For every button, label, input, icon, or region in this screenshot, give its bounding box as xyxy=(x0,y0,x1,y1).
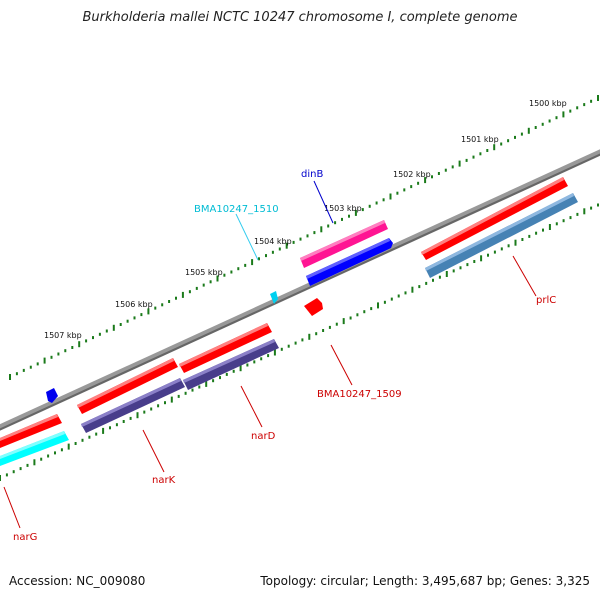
leader-line-narD xyxy=(240,385,263,428)
kbp-label: 1500 kbp xyxy=(529,99,567,108)
leader-line-prlC xyxy=(512,255,537,297)
gene-narD-cds[interactable] xyxy=(183,339,279,390)
gene-BMA10247_1509[interactable] xyxy=(304,298,323,316)
chromosome-backbone-shadow xyxy=(0,153,600,431)
kbp-label: 1503 kbp xyxy=(324,204,362,213)
gene-label-dinB: dinB xyxy=(301,169,323,180)
gene-narG-cds[interactable] xyxy=(0,431,69,466)
gene-prlC-cds[interactable] xyxy=(425,193,578,278)
gene-narD[interactable] xyxy=(179,323,272,373)
gene-narG[interactable] xyxy=(0,414,62,448)
kbp-label: 1506 kbp xyxy=(115,300,153,309)
gene-dinB-cds[interactable] xyxy=(306,238,393,286)
leader-line-narK xyxy=(142,429,165,473)
scale-ticks-outer xyxy=(9,95,599,380)
kbp-label: 1502 kbp xyxy=(393,170,431,179)
chromosome-backbone xyxy=(0,149,600,431)
gene-dinB[interactable] xyxy=(300,220,388,268)
gene-label-BMA10247_1510: BMA10247_1510 xyxy=(194,204,279,215)
scale-ticks-inner xyxy=(0,203,599,481)
gene-prlC[interactable] xyxy=(421,177,568,260)
kbp-label: 1504 kbp xyxy=(254,237,292,246)
kbp-label: 1501 kbp xyxy=(461,135,499,144)
leader-line-dinB xyxy=(313,180,334,224)
leader-line-BMA10247_1509 xyxy=(330,344,353,386)
gene-BMA10247_1510[interactable] xyxy=(270,291,278,304)
gene-label-narG: narG xyxy=(13,532,37,543)
gene-label-prlC: prlC xyxy=(536,295,556,306)
map-title: Burkholderia mallei NCTC 10247 chromosom… xyxy=(82,10,518,25)
leader-line-narG xyxy=(3,486,21,529)
kbp-label: 1507 kbp xyxy=(44,331,82,340)
gene-narK-cds[interactable] xyxy=(81,378,185,433)
genome-summary-text: Topology: circular; Length: 3,495,687 bp… xyxy=(260,574,590,588)
gene-label-BMA10247_1509: BMA10247_1509 xyxy=(317,389,402,400)
accession-text: Accession: NC_009080 xyxy=(9,574,146,588)
gene-small-blue[interactable] xyxy=(46,388,58,403)
kbp-label: 1505 kbp xyxy=(185,268,223,277)
leader-line-BMA10247_1510 xyxy=(235,213,259,261)
gene-label-narK: narK xyxy=(152,475,176,486)
gene-narK[interactable] xyxy=(77,358,178,414)
gene-label-narD: narD xyxy=(251,431,276,442)
